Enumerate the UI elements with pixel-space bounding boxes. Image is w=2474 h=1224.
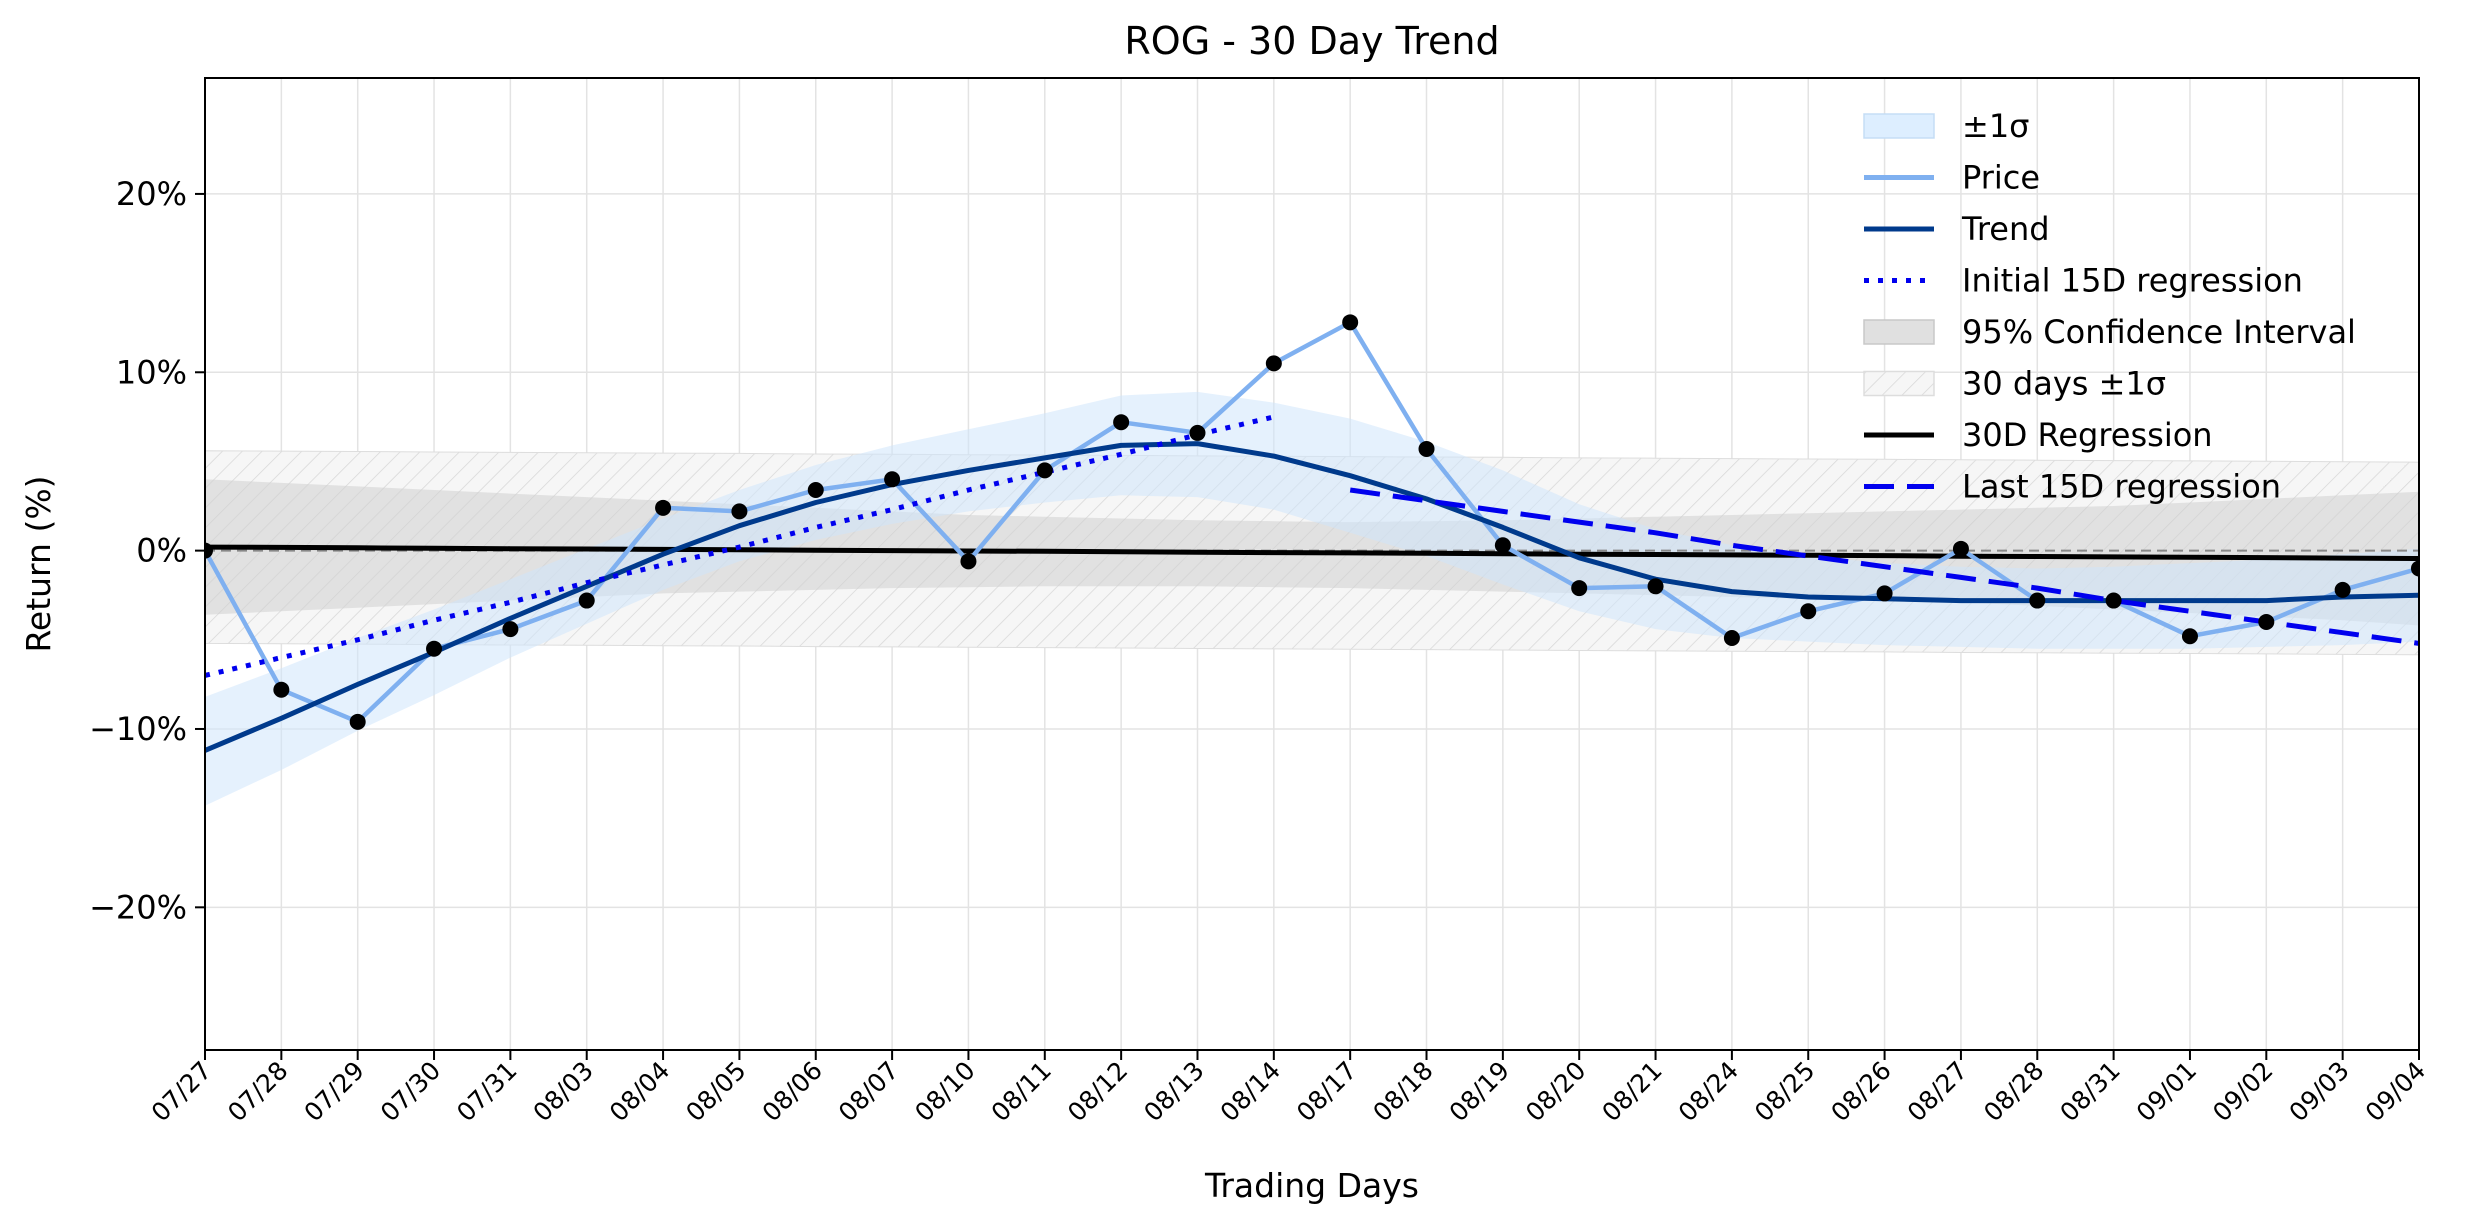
legend-label: Last 15D regression <box>1962 468 2281 506</box>
price-point <box>884 471 901 488</box>
x-tick-label: 08/21 <box>1596 1056 1667 1127</box>
x-tick-label: 08/24 <box>1673 1056 1744 1127</box>
x-tick-label: 08/03 <box>528 1056 599 1127</box>
price-point <box>1723 630 1740 647</box>
x-tick-label: 09/04 <box>2360 1056 2431 1127</box>
price-point <box>655 499 672 516</box>
legend-label: Initial 15D regression <box>1962 262 2303 300</box>
x-tick-label: 07/27 <box>146 1056 217 1127</box>
price-point <box>2334 581 2351 598</box>
price-point <box>205 542 213 559</box>
x-tick-label: 08/20 <box>1520 1056 1591 1127</box>
price-point <box>1036 462 1053 479</box>
price-point <box>1494 537 1511 554</box>
price-point <box>960 553 977 570</box>
x-tick-label: 08/11 <box>986 1056 1057 1127</box>
band-sigma <box>205 391 2419 806</box>
series-30d-regression <box>205 544 2419 561</box>
price-point <box>731 503 748 520</box>
legend-swatch <box>1863 319 1935 345</box>
x-tick-label: 08/12 <box>1062 1056 1133 1127</box>
x-tick-label: 08/05 <box>680 1056 751 1127</box>
series-trend <box>205 441 2419 753</box>
price-point <box>578 592 595 609</box>
series-initial-15d-regression <box>205 414 1275 678</box>
price-point <box>2181 628 2198 645</box>
x-tick-label: 08/17 <box>1291 1056 1362 1127</box>
price-point <box>273 681 290 698</box>
x-tick-label: 09/02 <box>2207 1056 2278 1127</box>
x-tick-label: 08/28 <box>1978 1056 2049 1127</box>
x-tick-label: 08/07 <box>833 1056 904 1127</box>
legend-swatch <box>1863 370 1935 397</box>
legend-swatch <box>1863 113 1935 139</box>
x-tick-label: 08/25 <box>1749 1056 1820 1127</box>
price-point <box>426 640 443 657</box>
price-point <box>807 481 824 498</box>
legend-label: 95% Confidence Interval <box>1962 313 2356 351</box>
x-tick-label: 07/31 <box>451 1056 522 1127</box>
legend: ±1σ Price Trend Initial 15D regression 95% C… <box>1863 107 2356 506</box>
x-tick-label: 08/06 <box>757 1056 828 1127</box>
plot-frame <box>204 77 2420 1051</box>
x-tick-label: 09/03 <box>2283 1056 2354 1127</box>
price-point <box>1113 414 1130 431</box>
x-axis-label: Trading Days <box>1204 1166 1419 1205</box>
legend-label: 30 days ±1σ <box>1962 365 2166 403</box>
legend-label: Price <box>1962 159 2040 197</box>
x-tick-label: 08/19 <box>1444 1056 1515 1127</box>
price-point <box>1800 603 1817 620</box>
y-tick-label: −20% <box>89 888 187 926</box>
x-tick-label: 08/26 <box>1825 1056 1896 1127</box>
price-point <box>2029 592 2046 609</box>
y-tick-label: 10% <box>116 353 187 391</box>
legend-label: Trend <box>1961 210 2050 248</box>
price-point <box>2105 592 2122 609</box>
price-point <box>1342 314 1359 331</box>
price-point <box>1876 585 1893 602</box>
price-points <box>205 314 2419 730</box>
y-tick-label: 0% <box>136 532 187 570</box>
price-point <box>502 621 519 638</box>
price-point <box>1571 580 1588 597</box>
series-lines <box>205 320 2419 753</box>
price-point <box>2258 613 2275 630</box>
x-tick-label: 09/01 <box>2131 1056 2202 1127</box>
price-point <box>1647 578 1664 595</box>
x-tick-label: 08/14 <box>1215 1056 1286 1127</box>
x-tick-label: 08/31 <box>2054 1056 2125 1127</box>
chart-title: ROG - 30 Day Trend <box>1124 19 1499 63</box>
price-point <box>1265 355 1282 372</box>
legend-label: 30D Regression <box>1962 416 2213 454</box>
price-point <box>1418 440 1435 457</box>
legend-label: ±1σ <box>1962 107 2029 145</box>
y-tick-label: −10% <box>89 710 187 748</box>
series-last-15d-regression <box>1349 487 2419 646</box>
x-tick-label: 08/27 <box>1902 1056 1973 1127</box>
price-point <box>2411 560 2419 577</box>
x-tick-label: 07/30 <box>375 1056 446 1127</box>
y-tick-label: 20% <box>116 175 187 213</box>
y-axis-label: Return (%) <box>19 475 58 652</box>
x-tick-label: 08/13 <box>1138 1056 1209 1127</box>
price-point <box>349 713 366 730</box>
x-tick-label: 08/04 <box>604 1056 675 1127</box>
price-point <box>1189 424 1206 441</box>
x-tick-label: 08/18 <box>1367 1056 1438 1127</box>
x-tick-label: 07/29 <box>298 1056 369 1127</box>
x-tick-label: 08/10 <box>909 1056 980 1127</box>
x-tick-label: 07/28 <box>222 1056 293 1127</box>
price-point <box>1952 540 1969 557</box>
y-axis: 20% 10% 0% −10% −20% <box>89 175 205 926</box>
x-axis: 07/27 07/28 07/29 07/30 07/31 08/03 08/04 08/05… <box>146 1050 2431 1127</box>
